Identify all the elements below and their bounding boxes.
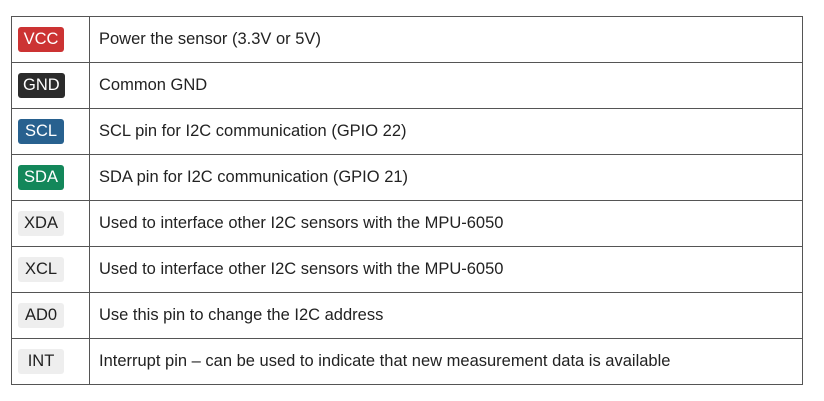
- pin-cell: GND: [11, 62, 90, 109]
- pin-cell: SDA: [11, 154, 90, 201]
- pin-badge-vcc: VCC: [18, 27, 64, 52]
- table-row: AD0 Use this pin to change the I2C addre…: [11, 292, 803, 339]
- pin-description: Power the sensor (3.3V or 5V): [89, 16, 803, 63]
- pin-table-body: VCC Power the sensor (3.3V or 5V) GND Co…: [11, 16, 803, 385]
- pin-description: Used to interface other I2C sensors with…: [89, 200, 803, 247]
- pin-cell: SCL: [11, 108, 90, 155]
- pin-table: VCC Power the sensor (3.3V or 5V) GND Co…: [11, 16, 803, 385]
- pin-cell: INT: [11, 338, 90, 385]
- pin-badge-xcl: XCL: [18, 257, 64, 282]
- table-row: SDA SDA pin for I2C communication (GPIO …: [11, 154, 803, 201]
- pin-badge-scl: SCL: [18, 119, 64, 144]
- pin-description: Used to interface other I2C sensors with…: [89, 246, 803, 293]
- pin-badge-ad0: AD0: [18, 303, 64, 328]
- pin-description: Common GND: [89, 62, 803, 109]
- table-row: VCC Power the sensor (3.3V or 5V): [11, 16, 803, 63]
- pin-cell: AD0: [11, 292, 90, 339]
- pin-description: Interrupt pin – can be used to indicate …: [89, 338, 803, 385]
- pin-badge-int: INT: [18, 349, 64, 374]
- table-row: XDA Used to interface other I2C sensors …: [11, 200, 803, 247]
- pin-badge-sda: SDA: [18, 165, 64, 190]
- table-row: SCL SCL pin for I2C communication (GPIO …: [11, 108, 803, 155]
- pin-cell: VCC: [11, 16, 90, 63]
- pin-badge-xda: XDA: [18, 211, 64, 236]
- table-row: XCL Used to interface other I2C sensors …: [11, 246, 803, 293]
- pin-description: SCL pin for I2C communication (GPIO 22): [89, 108, 803, 155]
- table-row: GND Common GND: [11, 62, 803, 109]
- pin-cell: XCL: [11, 246, 90, 293]
- pin-cell: XDA: [11, 200, 90, 247]
- pin-description: Use this pin to change the I2C address: [89, 292, 803, 339]
- pin-badge-gnd: GND: [18, 73, 65, 98]
- table-row: INT Interrupt pin – can be used to indic…: [11, 338, 803, 385]
- pin-description: SDA pin for I2C communication (GPIO 21): [89, 154, 803, 201]
